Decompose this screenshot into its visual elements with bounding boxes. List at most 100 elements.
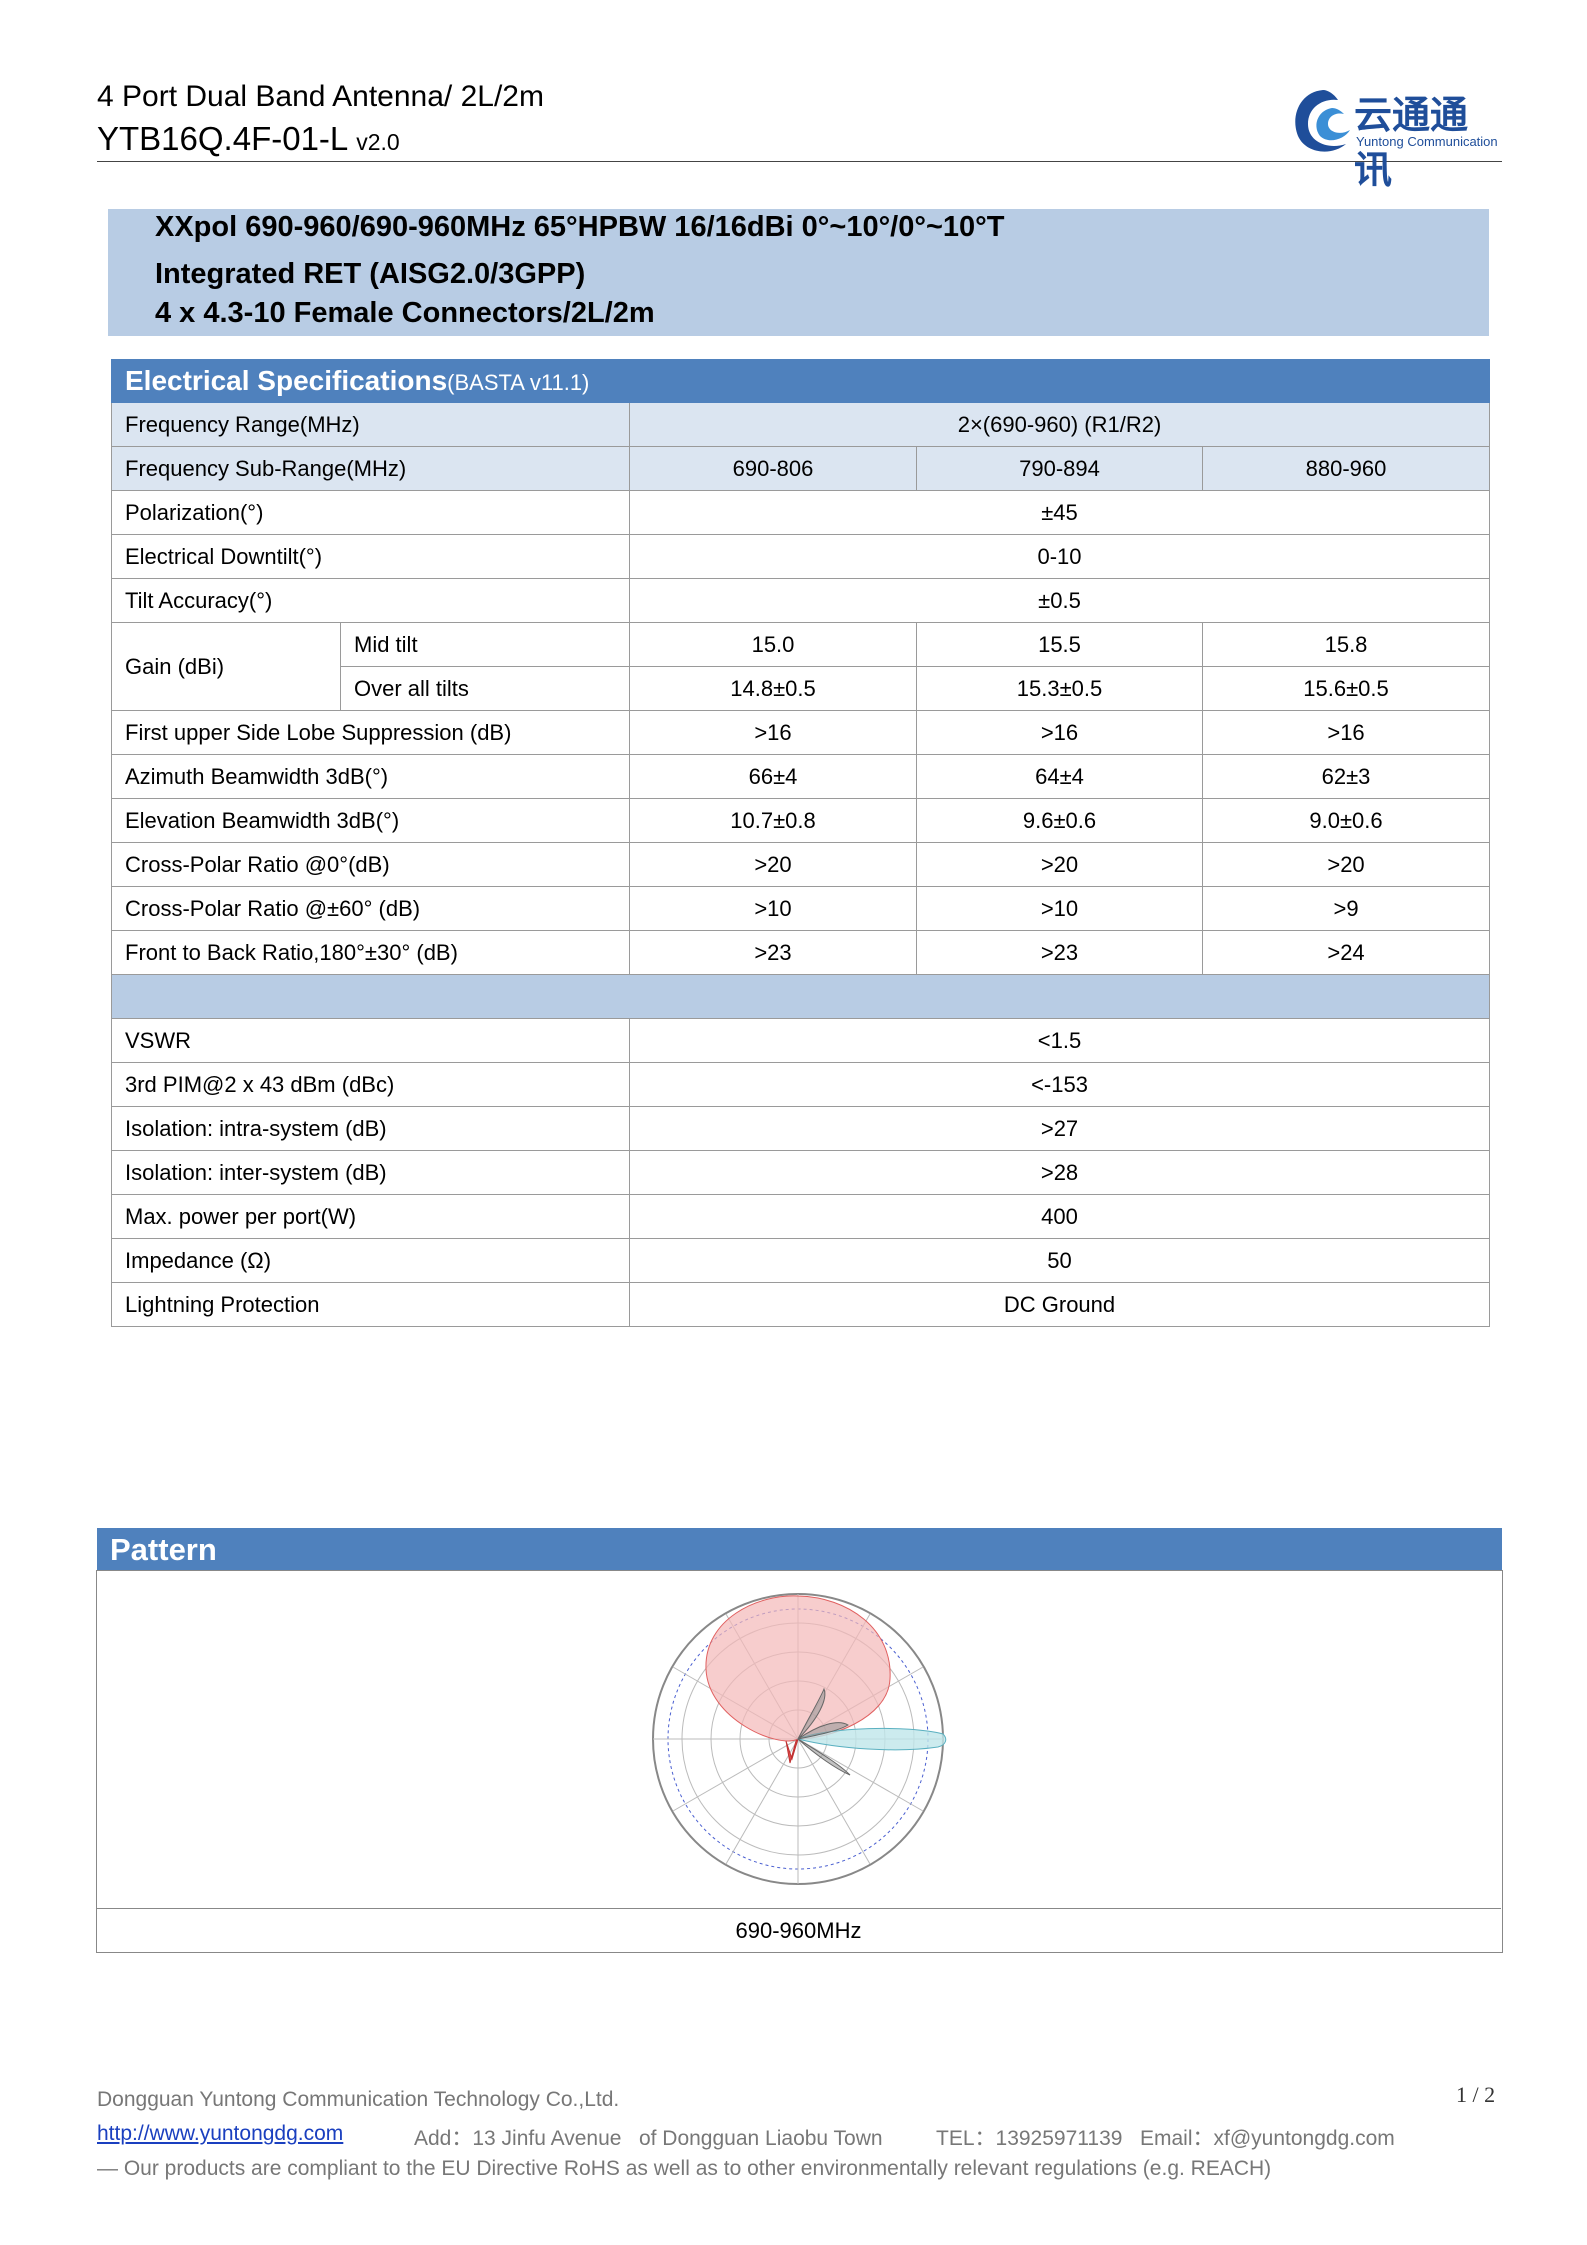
row-label: Isolation: intra-system (dB) bbox=[111, 1106, 630, 1151]
spec-row: Isolation: intra-system (dB) >27 bbox=[111, 1106, 1491, 1151]
value-cell: >23 bbox=[916, 930, 1203, 975]
value-cell: 15.5 bbox=[916, 622, 1203, 667]
row-label: Polarization(°) bbox=[111, 490, 630, 535]
logo-subtitle: Yuntong Communication bbox=[1356, 134, 1498, 149]
value-cell: >10 bbox=[916, 886, 1203, 931]
value-cell: >24 bbox=[1201, 930, 1491, 975]
spec-row: Frequency Sub-Range(MHz) 690-806 790-894 88… bbox=[111, 446, 1491, 491]
value-cell: >10 bbox=[629, 886, 917, 931]
value-cell: 10.7±0.8 bbox=[629, 798, 917, 843]
spec-row: Tilt Accuracy(°) ±0.5 bbox=[111, 578, 1491, 623]
website-link[interactable]: http://www.yuntongdg.com bbox=[97, 2122, 344, 2145]
value-cell: <-153 bbox=[628, 1062, 1491, 1107]
value-cell: >16 bbox=[1201, 710, 1491, 755]
row-label: 3rd PIM@2 x 43 dBm (dBc) bbox=[111, 1062, 630, 1107]
spec-table: Electrical Specifications(BASTA v11.1) F… bbox=[110, 359, 1491, 1327]
value-cell: >23 bbox=[629, 930, 917, 975]
spec-row: Electrical Downtilt(°) 0-10 bbox=[111, 534, 1491, 579]
spec-row: Frequency Range(MHz) 2×(690-960) (R1/R2) bbox=[111, 402, 1491, 447]
header-rule bbox=[97, 161, 1502, 162]
value-cell: 15.6±0.5 bbox=[1201, 666, 1491, 711]
pattern-title: Pattern bbox=[110, 1532, 217, 1567]
row-label: Cross-Polar Ratio @±60° (dB) bbox=[111, 886, 630, 931]
doc-title: 4 Port Dual Band Antenna/ 2L/2m bbox=[97, 80, 544, 113]
footer-company: Dongguan Yuntong Communication Technolog… bbox=[97, 2088, 620, 2111]
spec-row: Cross-Polar Ratio @0°(dB) >20 >20 >20 bbox=[111, 842, 1491, 887]
radiation-pattern bbox=[652, 1593, 947, 1885]
spec-row: Cross-Polar Ratio @±60° (dB) >10 >10 >9 bbox=[111, 886, 1491, 931]
value-cell: >20 bbox=[629, 842, 917, 887]
value-cell: >16 bbox=[916, 710, 1203, 755]
value-cell: 15.3±0.5 bbox=[916, 666, 1203, 711]
sub-label: Over all tilts bbox=[340, 666, 630, 711]
spec-row: Front to Back Ratio,180°±30° (dB) >23 >23 >… bbox=[111, 930, 1491, 975]
logo-name: 云通通讯 bbox=[1354, 93, 1469, 192]
value-cell: 690-806 bbox=[629, 446, 917, 491]
value-cell: >16 bbox=[629, 710, 917, 755]
value-cell: 64±4 bbox=[916, 754, 1203, 799]
summary-line: 4 x 4.3-10 Female Connectors/2L/2m bbox=[155, 297, 655, 329]
spec-row: Max. power per port(W) 400 bbox=[111, 1194, 1491, 1239]
spec-row: Elevation Beamwidth 3dB(°) 10.7±0.8 9.6±0.… bbox=[111, 798, 1491, 843]
spec-row: First upper Side Lobe Suppression (dB) >1… bbox=[111, 710, 1491, 755]
row-label: Electrical Downtilt(°) bbox=[111, 534, 630, 579]
value-cell: 15.0 bbox=[629, 622, 917, 667]
sub-label: Mid tilt bbox=[340, 622, 630, 667]
row-label: Elevation Beamwidth 3dB(°) bbox=[111, 798, 630, 843]
value-cell: 2×(690-960) (R1/R2) bbox=[628, 402, 1491, 447]
spec-row: Gain (dBi) Mid tilt 15.0 15.5 15.8 bbox=[111, 622, 1491, 711]
spec-row: Impedance (Ω) 50 bbox=[111, 1238, 1491, 1283]
row-label: Tilt Accuracy(°) bbox=[111, 578, 630, 623]
value-cell: 14.8±0.5 bbox=[629, 666, 917, 711]
row-label: Cross-Polar Ratio @0°(dB) bbox=[111, 842, 630, 887]
value-cell: <1.5 bbox=[628, 1018, 1491, 1063]
spec-row: VSWR <1.5 bbox=[111, 1018, 1491, 1063]
table-title: Electrical Specifications bbox=[125, 365, 448, 396]
value-cell: DC Ground bbox=[628, 1282, 1491, 1327]
spec-row: Isolation: inter-system (dB) >28 bbox=[111, 1150, 1491, 1195]
table-standard: (BASTA v11.1) bbox=[447, 370, 590, 395]
footer-email: Email：xf@yuntongdg.com bbox=[1140, 2127, 1395, 2150]
value-cell: >9 bbox=[1201, 886, 1491, 931]
logo-mark bbox=[1295, 90, 1350, 152]
value-cell: ±0.5 bbox=[628, 578, 1491, 623]
value-cell: 880-960 bbox=[1201, 446, 1491, 491]
logo: 云通通讯 Yuntong Communication bbox=[1288, 82, 1498, 192]
row-label: Gain (dBi) bbox=[111, 622, 341, 711]
value-cell: 62±3 bbox=[1201, 754, 1491, 799]
blank-cell bbox=[110, 974, 1491, 1019]
model-name: YTB16Q.4F-01-L bbox=[97, 120, 348, 157]
page-number: 1 / 2 bbox=[1456, 2082, 1496, 2107]
spec-row: Lightning Protection DC Ground bbox=[111, 1282, 1491, 1327]
value-cell: >28 bbox=[628, 1150, 1491, 1195]
spec-row: Polarization(°) ±45 bbox=[111, 490, 1491, 535]
pattern-caption: 690-960MHz bbox=[96, 1908, 1501, 1952]
row-label: First upper Side Lobe Suppression (dB) bbox=[111, 710, 630, 755]
pattern-box bbox=[96, 1570, 1503, 1953]
footer-address: Add：13 Jinfu Avenue of Dongguan Liaobu T… bbox=[414, 2127, 883, 2150]
row-label: VSWR bbox=[111, 1018, 630, 1063]
value-cell: 50 bbox=[628, 1238, 1491, 1283]
footer-tel: TEL：13925971139 bbox=[936, 2127, 1123, 2150]
spec-row: Over all tilts 14.8±0.5 15.3±0.5 15.6±0.5 bbox=[112, 666, 1491, 711]
value-cell: >20 bbox=[1201, 842, 1491, 887]
row-label: Impedance (Ω) bbox=[111, 1238, 630, 1283]
value-cell: 790-894 bbox=[916, 446, 1203, 491]
value-cell: ±45 bbox=[628, 490, 1491, 535]
row-label: Lightning Protection bbox=[111, 1282, 630, 1327]
pattern-header: Pattern bbox=[97, 1528, 1502, 1570]
value-cell: 9.0±0.6 bbox=[1201, 798, 1491, 843]
value-cell: >20 bbox=[916, 842, 1203, 887]
row-label: Front to Back Ratio,180°±30° (dB) bbox=[111, 930, 630, 975]
value-cell: >27 bbox=[628, 1106, 1491, 1151]
table-header: Electrical Specifications(BASTA v11.1) bbox=[110, 359, 1491, 403]
model: YTB16Q.4F-01-L v2.0 bbox=[97, 120, 400, 158]
value-cell: 66±4 bbox=[629, 754, 917, 799]
value-cell: 9.6±0.6 bbox=[916, 798, 1203, 843]
row-label: Azimuth Beamwidth 3dB(°) bbox=[111, 754, 630, 799]
row-label: Frequency Sub-Range(MHz) bbox=[111, 446, 630, 491]
row-label: Max. power per port(W) bbox=[111, 1194, 630, 1239]
value-cell: 400 bbox=[628, 1194, 1491, 1239]
row-label: Frequency Range(MHz) bbox=[111, 402, 630, 447]
